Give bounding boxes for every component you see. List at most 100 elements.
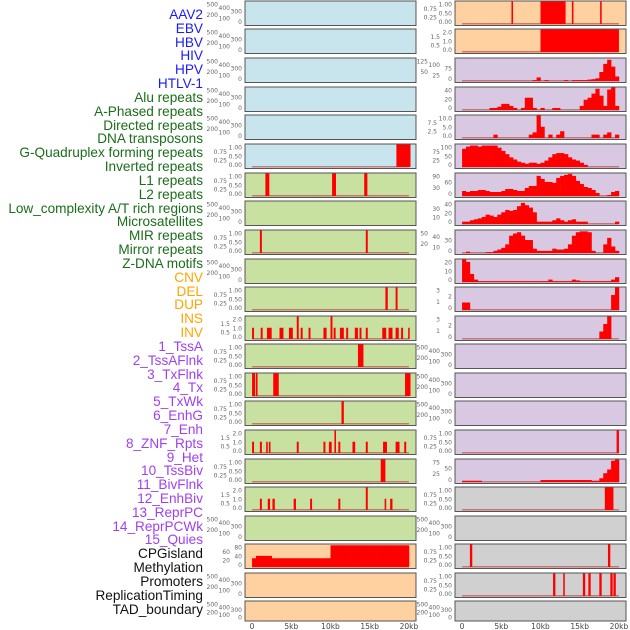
data-bin [544,281,549,282]
data-bin [516,161,522,167]
y-tick-label: 20 [444,260,452,267]
y-tick-label: 3 [436,288,440,295]
track-label: Inverted repeats [104,159,203,175]
y-tick-label: 20 [222,558,230,565]
data-bin [564,154,569,167]
y-tick-label: 0.75 [424,6,438,13]
data-bar [293,498,296,510]
y-tick-label: 5.0 [442,124,452,131]
y-tick-label: 1.00 [229,174,243,181]
data-bin [603,324,608,339]
data-bar [390,498,393,510]
track-panel: 0.00.51.01.52.0 [220,315,417,341]
y-tick-label: 0.50 [439,10,453,17]
data-bin [611,279,616,282]
data-bar [540,1,566,24]
y-tick-label: 20 [420,241,428,248]
data-bar [395,441,400,453]
data-bin [528,134,533,138]
y-tick-label: 75 [432,149,440,156]
y-tick-label: 500 [207,260,219,267]
track-label: EBV [175,20,203,36]
data-bar [252,327,255,339]
data-bin [579,105,584,110]
data-bin [615,277,620,282]
data-bin [556,134,561,138]
y-tick-label: 1.00 [229,345,243,352]
y-tick-label: 1.00 [439,574,453,581]
data-bin [505,103,510,110]
data-bin [291,558,296,567]
data-bar [332,173,336,196]
y-tick-label: 0.5 [220,444,230,451]
track-label: DEL [176,283,203,299]
data-bin [615,221,620,224]
data-bin [540,162,545,167]
data-bin [497,249,502,253]
data-bin [571,175,577,196]
y-tick-label: 300 [231,209,243,216]
track-panel: 0 1 2 3 [436,286,627,312]
y-tick-label: 100 [429,531,441,538]
data-bin [501,190,506,196]
y-tick-label: 2.0 [442,30,452,37]
y-tick-label: 0.0 [232,334,242,341]
data-bin [513,233,518,253]
baseline [252,195,409,197]
data-bin [607,316,612,339]
data-bin [520,202,526,224]
panel-background [454,600,627,622]
data-bin [532,248,537,253]
data-bin [252,558,257,567]
data-bin [516,206,522,224]
y-tick-label: 0.75 [214,149,228,156]
panel-background [244,200,417,226]
data-bin [595,134,600,138]
data-bin [575,80,581,81]
y-tick-label: 0 [448,362,452,369]
track-label: Mirror repeats [118,242,203,258]
data-bin [520,281,526,282]
y-tick-label: 500 [207,59,219,66]
data-bin [509,188,514,196]
y-tick-label: 0.0 [232,505,242,512]
panel-background [244,28,417,54]
data-bar [339,327,344,339]
panel-background [454,429,627,455]
baseline [252,309,409,311]
y-tick-label: 0 [448,162,452,169]
data-bin [591,480,596,482]
data-bin [611,191,616,196]
data-bar [365,441,368,453]
data-bin [493,216,498,224]
data-bin [583,80,588,81]
data-bin [544,221,549,224]
data-bin [524,187,530,196]
data-bin [575,180,581,196]
data-bin [528,207,533,224]
y-tick-label: 2.0 [232,488,242,495]
y-tick-label: 1.0 [442,38,452,45]
track-panel: 0.000.250.500.751.00 [424,0,627,26]
data-bin [583,221,588,224]
y-tick-label: 0.00 [229,162,243,169]
track-panel: 0.00.51.01.52.0 [220,486,417,512]
data-bin [501,281,506,282]
data-bin [556,153,561,167]
panel-background [244,172,417,198]
data-bar [380,459,386,482]
data-bin [354,545,359,567]
data-bin [509,235,514,253]
x-tick-label: 5kb [284,622,298,630]
track-label: Directed repeats [103,117,203,133]
data-bin [501,103,506,110]
data-bin [513,281,518,282]
track-panel: 0 1 2 3 [436,315,627,341]
data-bin [485,190,490,196]
track-panel: 0 30 60 90 [432,172,627,198]
y-tick-label: 10 [432,245,440,252]
